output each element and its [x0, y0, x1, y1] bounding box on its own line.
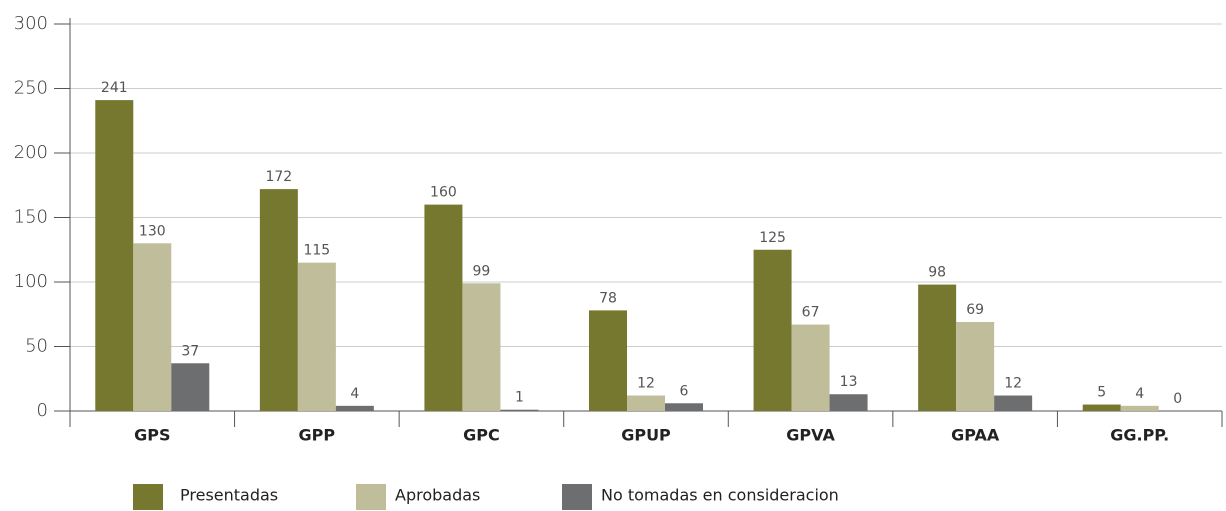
- bar: [665, 403, 703, 411]
- y-tick-label: 300: [14, 13, 48, 34]
- bar: [791, 324, 830, 411]
- value-label: 12: [637, 376, 655, 392]
- value-label: 115: [303, 243, 330, 259]
- value-label: 160: [430, 185, 457, 201]
- bar: [753, 249, 792, 411]
- legend-label: Aprobadas: [395, 486, 480, 505]
- bar: [500, 409, 539, 411]
- value-label: 6: [680, 383, 689, 399]
- x-tick-label: GPUP: [621, 426, 671, 445]
- legend-label: Presentadas: [180, 486, 278, 505]
- x-tick-label: GPC: [463, 426, 500, 445]
- legend-swatch: [133, 484, 163, 510]
- bar: [335, 405, 374, 411]
- value-label: 4: [1135, 386, 1144, 402]
- bar: [462, 283, 501, 411]
- legend-label: No tomadas en consideracion: [601, 486, 839, 505]
- y-tick-label: 50: [25, 336, 48, 357]
- bar: [171, 363, 210, 411]
- value-label: 37: [181, 343, 199, 359]
- x-tick-label: GPS: [134, 426, 170, 445]
- bar: [1120, 405, 1159, 411]
- bar: [424, 204, 463, 411]
- x-tick-label: GG.PP.: [1110, 426, 1169, 445]
- y-tick-label: 250: [14, 78, 48, 99]
- bar: [589, 310, 627, 411]
- y-tick-label: 200: [14, 142, 48, 163]
- bar: [829, 394, 868, 411]
- value-label: 172: [265, 169, 292, 185]
- value-label: 12: [1004, 376, 1022, 392]
- legend-swatch: [356, 484, 386, 510]
- x-tick-label: GPVA: [786, 426, 835, 445]
- y-tick-label: 0: [37, 400, 48, 421]
- bar: [918, 284, 957, 411]
- bar: [297, 262, 336, 411]
- bar: [994, 395, 1033, 411]
- value-label: 99: [473, 263, 491, 279]
- y-tick-label: 150: [14, 207, 48, 228]
- value-label: 69: [966, 302, 984, 318]
- value-label: 78: [599, 290, 617, 306]
- bar: [259, 189, 298, 411]
- value-label: 125: [759, 230, 786, 246]
- value-label: 67: [802, 305, 820, 321]
- legend-swatch: [562, 484, 592, 510]
- value-label: 241: [101, 80, 128, 96]
- value-label: 13: [840, 374, 858, 390]
- y-tick-label: 100: [14, 271, 48, 292]
- x-tick-label: GPAA: [951, 426, 1000, 445]
- value-label: 98: [928, 265, 946, 281]
- value-label: 4: [350, 386, 359, 402]
- bar: [95, 100, 134, 412]
- bar: [956, 321, 995, 411]
- bar: [627, 395, 665, 411]
- value-label: 1: [515, 390, 524, 406]
- value-label: 5: [1097, 385, 1106, 401]
- value-label: 0: [1173, 391, 1182, 407]
- bar: [133, 243, 172, 411]
- value-label: 130: [139, 223, 166, 239]
- bar: [1082, 404, 1121, 411]
- x-tick-label: GPP: [299, 426, 336, 445]
